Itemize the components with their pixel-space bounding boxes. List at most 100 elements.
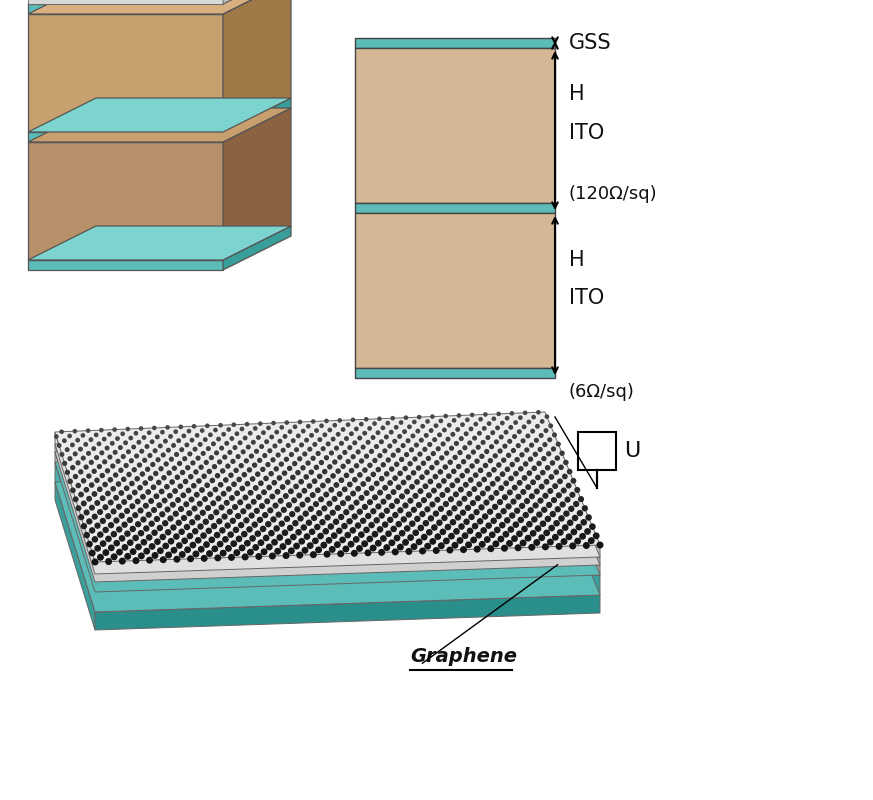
Circle shape bbox=[337, 528, 342, 534]
Circle shape bbox=[526, 535, 531, 541]
Circle shape bbox=[391, 490, 395, 494]
Circle shape bbox=[454, 492, 458, 497]
Circle shape bbox=[505, 417, 509, 420]
Circle shape bbox=[243, 554, 248, 560]
Circle shape bbox=[233, 446, 237, 450]
Circle shape bbox=[270, 554, 275, 559]
Circle shape bbox=[202, 451, 205, 455]
Circle shape bbox=[354, 500, 359, 505]
Circle shape bbox=[195, 493, 199, 497]
Circle shape bbox=[287, 466, 292, 470]
Circle shape bbox=[455, 478, 459, 482]
Circle shape bbox=[106, 446, 109, 450]
Circle shape bbox=[308, 447, 312, 451]
Circle shape bbox=[294, 484, 299, 489]
Circle shape bbox=[306, 425, 310, 428]
Circle shape bbox=[582, 506, 588, 510]
Circle shape bbox=[544, 530, 549, 535]
Circle shape bbox=[277, 535, 282, 540]
Text: (120Ω/sq): (120Ω/sq) bbox=[569, 185, 657, 203]
Circle shape bbox=[86, 429, 90, 432]
Circle shape bbox=[531, 430, 534, 433]
Circle shape bbox=[285, 421, 288, 424]
Circle shape bbox=[155, 494, 159, 498]
Circle shape bbox=[567, 470, 572, 474]
Circle shape bbox=[416, 539, 422, 545]
Circle shape bbox=[120, 536, 125, 541]
Circle shape bbox=[176, 543, 182, 548]
Circle shape bbox=[402, 517, 406, 522]
Circle shape bbox=[191, 461, 195, 465]
Circle shape bbox=[369, 522, 375, 528]
Circle shape bbox=[158, 548, 163, 554]
Circle shape bbox=[476, 496, 480, 501]
Circle shape bbox=[384, 545, 389, 550]
Circle shape bbox=[248, 490, 253, 495]
Circle shape bbox=[285, 539, 291, 545]
Circle shape bbox=[443, 538, 449, 544]
Circle shape bbox=[250, 454, 253, 458]
Circle shape bbox=[120, 558, 125, 564]
Circle shape bbox=[344, 474, 348, 478]
Circle shape bbox=[108, 455, 112, 459]
Circle shape bbox=[151, 485, 155, 490]
Circle shape bbox=[451, 433, 455, 436]
Circle shape bbox=[93, 514, 97, 519]
Polygon shape bbox=[28, 108, 291, 142]
Circle shape bbox=[538, 498, 543, 503]
Polygon shape bbox=[28, 142, 223, 260]
Polygon shape bbox=[28, 4, 223, 14]
Circle shape bbox=[548, 438, 552, 442]
Circle shape bbox=[299, 538, 305, 544]
Circle shape bbox=[217, 519, 222, 524]
Circle shape bbox=[375, 541, 381, 546]
Circle shape bbox=[272, 539, 278, 545]
Circle shape bbox=[260, 445, 264, 448]
Circle shape bbox=[512, 434, 516, 438]
Circle shape bbox=[325, 515, 330, 520]
Circle shape bbox=[173, 489, 177, 493]
Circle shape bbox=[450, 520, 456, 525]
Circle shape bbox=[341, 464, 345, 468]
Circle shape bbox=[81, 502, 86, 506]
Circle shape bbox=[217, 460, 222, 464]
Circle shape bbox=[151, 462, 155, 466]
Circle shape bbox=[484, 413, 487, 416]
Circle shape bbox=[518, 481, 522, 485]
Circle shape bbox=[311, 552, 316, 558]
Circle shape bbox=[321, 447, 325, 450]
Circle shape bbox=[122, 522, 127, 527]
Circle shape bbox=[417, 415, 421, 418]
Circle shape bbox=[546, 452, 551, 456]
Circle shape bbox=[310, 434, 313, 437]
Circle shape bbox=[181, 493, 186, 498]
Circle shape bbox=[380, 440, 383, 443]
Circle shape bbox=[209, 433, 212, 437]
Circle shape bbox=[509, 476, 513, 481]
Circle shape bbox=[353, 478, 357, 482]
Circle shape bbox=[285, 458, 288, 462]
Circle shape bbox=[465, 506, 471, 510]
Circle shape bbox=[393, 549, 398, 554]
Circle shape bbox=[393, 439, 396, 443]
Circle shape bbox=[497, 412, 500, 415]
Circle shape bbox=[516, 494, 521, 499]
Circle shape bbox=[211, 442, 216, 446]
Circle shape bbox=[183, 479, 188, 483]
Circle shape bbox=[473, 436, 477, 440]
Circle shape bbox=[400, 494, 404, 498]
Circle shape bbox=[343, 450, 347, 454]
Circle shape bbox=[466, 455, 471, 459]
Circle shape bbox=[223, 455, 227, 459]
Circle shape bbox=[178, 484, 182, 488]
Circle shape bbox=[486, 523, 491, 528]
Circle shape bbox=[352, 514, 357, 519]
Circle shape bbox=[275, 490, 279, 494]
Circle shape bbox=[464, 432, 468, 435]
Circle shape bbox=[498, 536, 504, 542]
Circle shape bbox=[179, 506, 183, 511]
Circle shape bbox=[73, 430, 77, 433]
Circle shape bbox=[550, 461, 554, 465]
Circle shape bbox=[393, 513, 398, 518]
Circle shape bbox=[200, 488, 204, 492]
